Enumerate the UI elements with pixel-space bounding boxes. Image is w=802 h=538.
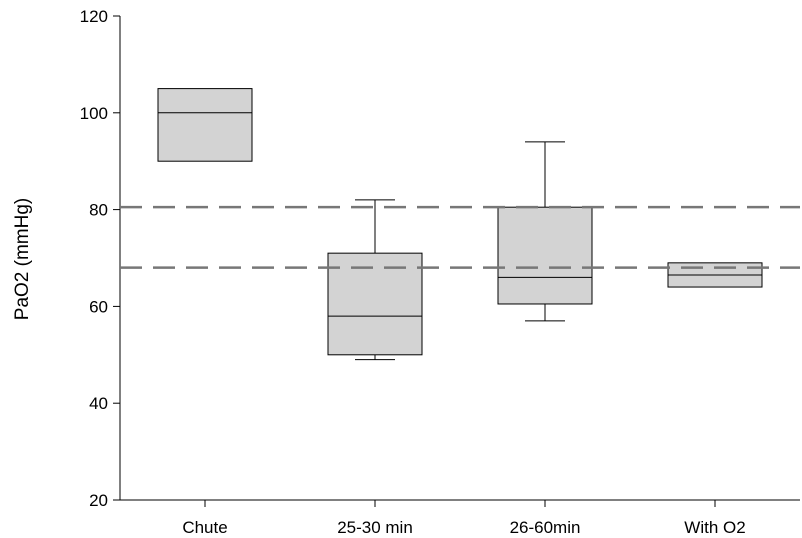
y-tick-label: 60 — [89, 297, 108, 316]
box-1 — [157, 88, 253, 162]
x-tick-label: 25-30 min — [337, 518, 413, 537]
y-axis-title: PaO2 (mmHg) — [12, 198, 33, 320]
x-tick-label: Chute — [182, 518, 227, 537]
x-tick-label: 26-60min — [510, 518, 581, 537]
box-2 — [327, 252, 423, 356]
plot-area: 20 40 60 80 100 120 Chute 25-30 min 26-60min With… — [80, 7, 800, 537]
y-tick-label: 20 — [89, 491, 108, 510]
y-tick-label: 100 — [80, 104, 108, 123]
y-tick-label: 80 — [89, 201, 108, 220]
x-tick-label: With O2 — [684, 518, 745, 537]
box-3 — [497, 206, 593, 305]
y-tick-label: 40 — [89, 394, 108, 413]
y-tick-label: 120 — [80, 7, 108, 26]
